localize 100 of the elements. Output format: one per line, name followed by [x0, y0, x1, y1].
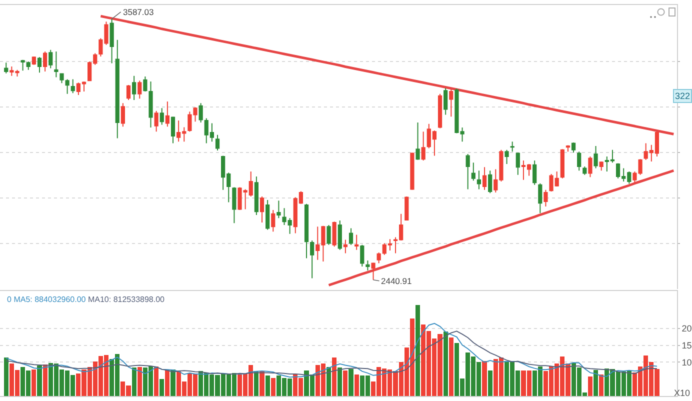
- candlestick: [32, 56, 36, 66]
- candlestick: [138, 80, 142, 100]
- candlestick: [215, 134, 220, 152]
- candlestick: [332, 221, 336, 248]
- bar: [482, 360, 487, 396]
- candlestick: [154, 110, 158, 132]
- candlestick: [449, 88, 454, 118]
- candlestick: [37, 56, 42, 74]
- candlestick: [582, 166, 587, 176]
- bar: [343, 370, 348, 396]
- bar: [448, 338, 454, 396]
- candlestick: [488, 170, 492, 194]
- candlestick: [532, 160, 537, 186]
- bar: [338, 367, 342, 396]
- candlestick: [588, 156, 592, 178]
- bar: [160, 379, 164, 396]
- bar: [599, 374, 604, 396]
- candlestick: [70, 78, 75, 94]
- candlestick: [421, 131, 426, 162]
- candlestick: [416, 122, 420, 160]
- bar: [588, 376, 592, 396]
- candlestick: [466, 153, 470, 190]
- bar: [260, 371, 264, 396]
- bar: [265, 376, 270, 396]
- bar: [270, 378, 276, 396]
- candlestick: [343, 239, 348, 254]
- annotation: 322: [675, 91, 690, 101]
- y-tick-label: 20: [682, 324, 692, 334]
- candlestick: [148, 81, 153, 128]
- y-tick-label: 10: [682, 357, 692, 368]
- candlestick: [577, 151, 582, 172]
- text: MA10: 812533898.00: [88, 295, 166, 304]
- candlestick: [510, 141, 514, 152]
- candlestick: [560, 148, 564, 179]
- candlestick: [160, 108, 164, 126]
- candlestick: [232, 186, 236, 224]
- candlestick: [504, 149, 509, 164]
- y-tick-label: 15: [682, 340, 692, 351]
- candlestick: [276, 200, 281, 219]
- bar: [132, 368, 136, 396]
- candlestick: [326, 224, 331, 246]
- bar: [165, 370, 170, 396]
- candlestick: [538, 182, 542, 214]
- bar: [154, 366, 159, 396]
- text: MA5: 884032960.00: [14, 295, 86, 304]
- candlestick: [254, 176, 259, 216]
- candlestick: [110, 18, 114, 64]
- candlestick: [54, 50, 58, 78]
- bar: [254, 371, 259, 396]
- bar: [594, 370, 598, 396]
- annotation: 0: [7, 295, 12, 304]
- bar: [443, 332, 448, 396]
- candlestick: [366, 260, 370, 272]
- bar: [4, 358, 8, 396]
- annotation: 2440.91: [381, 276, 412, 286]
- bar: [332, 358, 337, 396]
- bar: [488, 370, 492, 396]
- candlestick: [566, 144, 570, 152]
- candlestick: [594, 145, 598, 169]
- candlestick: [165, 101, 170, 128]
- candlestick: [371, 262, 376, 280]
- candlestick: [115, 39, 120, 139]
- candlestick: [476, 170, 482, 190]
- candlestick: [48, 49, 53, 69]
- line-series: [6, 322, 658, 378]
- candlestick: [471, 162, 476, 182]
- candlestick: [544, 189, 548, 208]
- candlestick: [571, 142, 576, 154]
- annotation: 3587.03: [123, 7, 154, 17]
- candlestick: [304, 203, 309, 259]
- bar: [32, 370, 36, 396]
- candlestick: [438, 93, 442, 129]
- bar: [348, 368, 354, 396]
- bar: [42, 364, 48, 396]
- candlestick: [310, 240, 314, 279]
- candlestick: [360, 244, 364, 267]
- bar: [415, 304, 420, 396]
- candlestick: [4, 62, 8, 74]
- bar: [170, 370, 176, 396]
- candlestick: [376, 252, 381, 264]
- line-series: [6, 330, 658, 376]
- candlestick: [132, 75, 136, 100]
- candlestick: [338, 220, 342, 250]
- candlestick: [599, 160, 604, 172]
- bar: [37, 366, 42, 396]
- bar: [137, 366, 142, 396]
- bar: [354, 374, 359, 396]
- candlestick: [120, 102, 125, 128]
- bar: [326, 366, 332, 396]
- candlestick: [143, 76, 148, 92]
- candlestick: [43, 50, 48, 72]
- candlestick: [126, 84, 131, 100]
- candlestick: [444, 88, 448, 116]
- candlestick: [482, 166, 487, 190]
- candlestick: [410, 152, 414, 190]
- candlestick: [348, 228, 354, 246]
- candlestick: [354, 234, 359, 250]
- candlestick: [170, 116, 176, 144]
- y-axis-title: X10: [674, 388, 690, 398]
- candlestick: [260, 196, 264, 223]
